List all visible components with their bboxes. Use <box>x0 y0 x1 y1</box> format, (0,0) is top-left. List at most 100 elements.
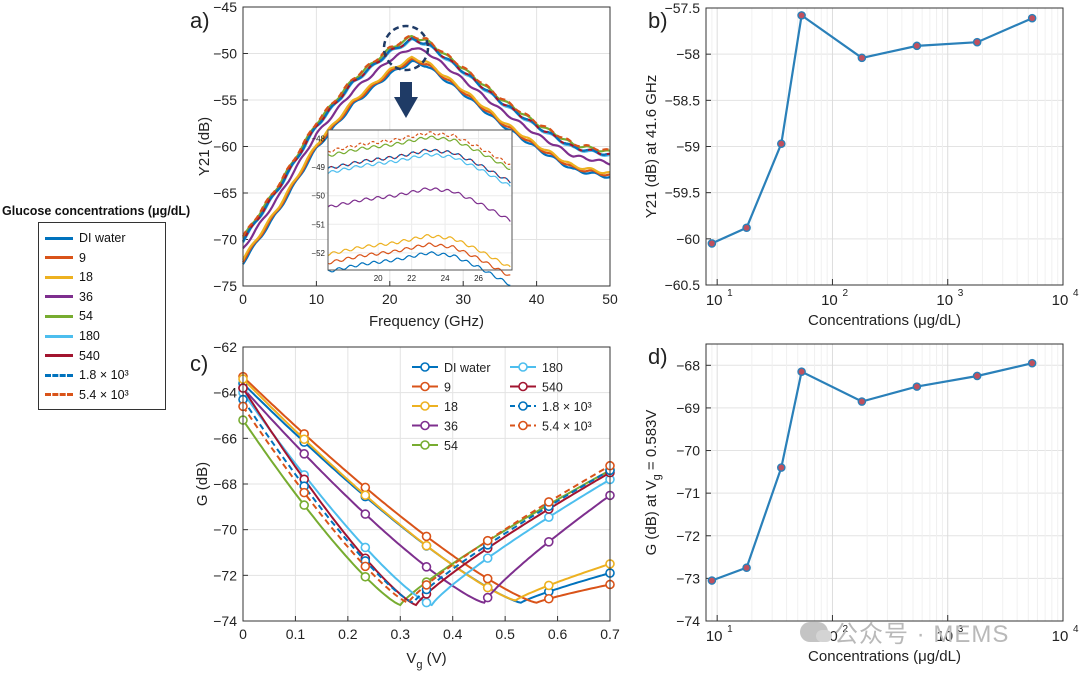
legend-item: 1.8 × 10³ <box>45 366 129 384</box>
x-axis-label: Vg (V) <box>406 650 446 671</box>
x-tick-label: 0.3 <box>391 626 411 642</box>
inset-box <box>327 129 513 271</box>
inset-series-line <box>327 233 511 268</box>
legend-swatch <box>45 236 73 240</box>
inset-y-tick-label: −50 <box>311 192 325 201</box>
legend-item: 180 <box>45 327 100 345</box>
x-tick-exponent: 4 <box>1073 624 1079 635</box>
legend-marker <box>420 401 430 411</box>
data-point <box>797 367 806 377</box>
panel-label: c) <box>190 351 208 376</box>
y-tick-label: −68 <box>676 357 700 373</box>
data-point <box>421 580 432 590</box>
data-point <box>421 562 432 572</box>
x-axis-label-tail: (V) <box>422 650 446 667</box>
data-point <box>482 535 493 546</box>
legend-swatch <box>45 314 73 318</box>
x-tick-exponent: 3 <box>958 624 964 635</box>
y-tick-label: −58 <box>676 46 700 62</box>
inset-y-tick-label: −49 <box>311 163 325 172</box>
panel-a: −75 −70 −65 −60 −55 −50 −45 0 10 20 30 40 50 Y21 (dB)… <box>190 0 618 330</box>
series-line <box>242 34 611 237</box>
x-tick-label: 10 <box>936 292 953 309</box>
data-point <box>742 223 751 233</box>
x-tick-label: 0.7 <box>600 626 620 642</box>
y-tick-label: −74 <box>676 613 700 629</box>
y-tick-label: −59 <box>676 139 700 155</box>
plot-area <box>706 344 1063 621</box>
series-line <box>242 36 611 243</box>
x-tick-label: 50 <box>602 291 618 307</box>
x-tick-label: 0.4 <box>443 626 463 642</box>
legend-label: 18 <box>444 400 458 414</box>
watermark: 公众号 · MEMS <box>800 614 1009 649</box>
panel-b: −60.5 −60 −59.5 −59 −58.5 −58 −57.5 10 1 10 2 10 3 10… <box>643 0 1079 329</box>
x-tick-label: 40 <box>529 291 545 307</box>
legend-swatch <box>45 373 73 377</box>
inset-y-tick-label: −51 <box>311 220 325 229</box>
legend-label: 5.4 × 10³ <box>542 420 592 434</box>
legend-label: DI water <box>79 231 126 245</box>
x-tick-exponent: 2 <box>842 624 848 635</box>
x-axis-label-subscript: g <box>416 659 422 671</box>
x-tick-exponent: 3 <box>958 288 964 299</box>
legend-label: 36 <box>444 420 458 434</box>
series-line <box>711 362 1033 582</box>
legend-swatch <box>45 334 73 338</box>
legend-item: 5.4 × 10³ <box>45 386 129 404</box>
y-axis-label: Y21 (dB) at 41.6 GHz <box>643 75 660 218</box>
y-tick-label: −50 <box>213 46 237 62</box>
data-point <box>421 531 432 542</box>
legend-label: 540 <box>542 381 563 395</box>
panel-c-legend: DI water 9 18 36 54 180 540 1.8 × 10³ 5.4 × 10³ <box>412 361 592 453</box>
data-point <box>360 542 371 553</box>
inset-series-line <box>327 148 511 184</box>
legend-marker <box>518 362 528 372</box>
inset-series-line <box>327 135 511 170</box>
data-point <box>544 497 554 507</box>
legend-marker <box>420 362 430 372</box>
legend-label: 540 <box>79 348 100 363</box>
legend-marker <box>518 401 528 411</box>
x-tick-label: 10 <box>706 292 723 309</box>
y-tick-label: −60.5 <box>665 277 701 293</box>
data-point <box>360 561 371 572</box>
data-point <box>482 573 493 584</box>
x-tick-exponent: 1 <box>727 288 733 299</box>
main-legend: DI water 9 18 36 54 180 540 1.8 × 10³ 5.4 × 10³ <box>38 222 166 410</box>
data-point <box>797 11 806 20</box>
y-tick-label: −45 <box>213 0 237 15</box>
inset-series-line <box>327 187 511 222</box>
panel-d: −74−73−72−71−70−69−68101102103104Concent… <box>643 343 1079 665</box>
axes-box <box>242 6 611 287</box>
data-point <box>776 139 786 149</box>
x-tick-label: 10 <box>706 628 723 645</box>
legend-label: 5.4 × 10³ <box>79 387 129 402</box>
y-axis-label: G (dB) at Vg = 0.583V <box>643 410 663 556</box>
y-tick-label: −70 <box>213 522 237 538</box>
y-tick-label: −55 <box>213 92 237 108</box>
panel-c: −74 −72 −70 −68 −66 −64 −62 0 0.1 0.2 0.3 0.4 0.5 0.6… <box>190 339 620 671</box>
x-tick-label: 0.1 <box>286 626 306 642</box>
y-tick-label: −64 <box>213 385 237 401</box>
legend-label: 1.8 × 10³ <box>542 400 592 414</box>
y-axis-label-main: G (dB) at V <box>643 480 660 555</box>
inset-series-line <box>327 131 511 166</box>
data-point <box>544 537 554 547</box>
legend-item: DI water <box>45 229 126 247</box>
x-tick-label: 30 <box>455 291 471 307</box>
legend-marker <box>518 420 528 431</box>
y-tick-label: −71 <box>676 485 700 501</box>
wechat-icon <box>800 621 832 642</box>
data-point <box>1027 13 1037 23</box>
axes-box <box>705 343 1064 622</box>
data-point <box>912 382 922 391</box>
x-axis-label: Concentrations (μg/dL) <box>808 648 961 665</box>
zoom-highlight-circle <box>382 24 430 72</box>
x-tick-label: 0 <box>239 626 247 642</box>
series-line <box>242 55 611 261</box>
data-point <box>482 582 493 593</box>
legend-title: Glucose concentrations (μg/dL) <box>2 204 191 218</box>
y-tick-label: −72 <box>213 567 237 583</box>
data-point <box>360 509 371 519</box>
